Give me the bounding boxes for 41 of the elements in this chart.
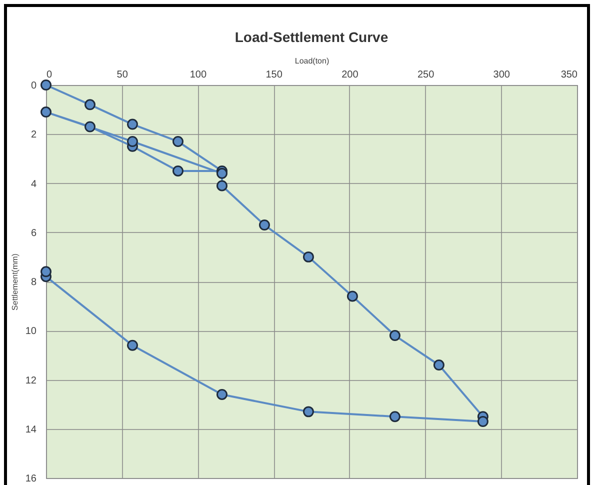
point (258, 220, 270, 230)
y-tick-label: 10 (25, 326, 37, 338)
y-tick-label: 0 (30, 80, 37, 92)
y-tick-label: 8 (30, 277, 37, 288)
x-tick-label: 50 (116, 70, 128, 80)
point (433, 360, 444, 370)
y-tick-label: 6 (30, 228, 37, 239)
point (126, 118, 138, 130)
point (302, 251, 314, 262)
point (216, 389, 228, 400)
point (216, 180, 228, 192)
x-tick-label: 150 (266, 70, 283, 80)
point (172, 165, 184, 176)
chart-title: Load-Settlement Curve (234, 29, 388, 45)
point (40, 266, 52, 278)
point (126, 136, 138, 147)
point (302, 406, 314, 418)
point (389, 411, 400, 422)
point (84, 99, 96, 110)
x-tick-label: 300 (493, 70, 510, 80)
y-tick-label: 4 (30, 178, 37, 190)
point (172, 136, 184, 147)
point (389, 330, 400, 342)
x-tick-label: 0 (46, 70, 52, 80)
point (346, 290, 358, 302)
x-axis-title: Load(ton) (294, 56, 330, 66)
x-tick-label: 350 (560, 70, 578, 80)
y-tick-label: 14 (25, 424, 37, 436)
x-tick-label: 200 (342, 70, 359, 80)
point (477, 416, 488, 427)
point (126, 340, 138, 351)
x-tick-label: 250 (417, 70, 435, 80)
y-axis-title: Settlement(mm) (10, 253, 20, 310)
point (84, 121, 96, 132)
point (40, 80, 52, 90)
y-tick-label: 12 (25, 375, 37, 386)
point (40, 106, 52, 118)
point (216, 168, 228, 179)
y-tick-label: 16 (25, 474, 37, 484)
y-tick-label: 2 (30, 130, 37, 141)
x-tick-label: 100 (190, 70, 207, 80)
